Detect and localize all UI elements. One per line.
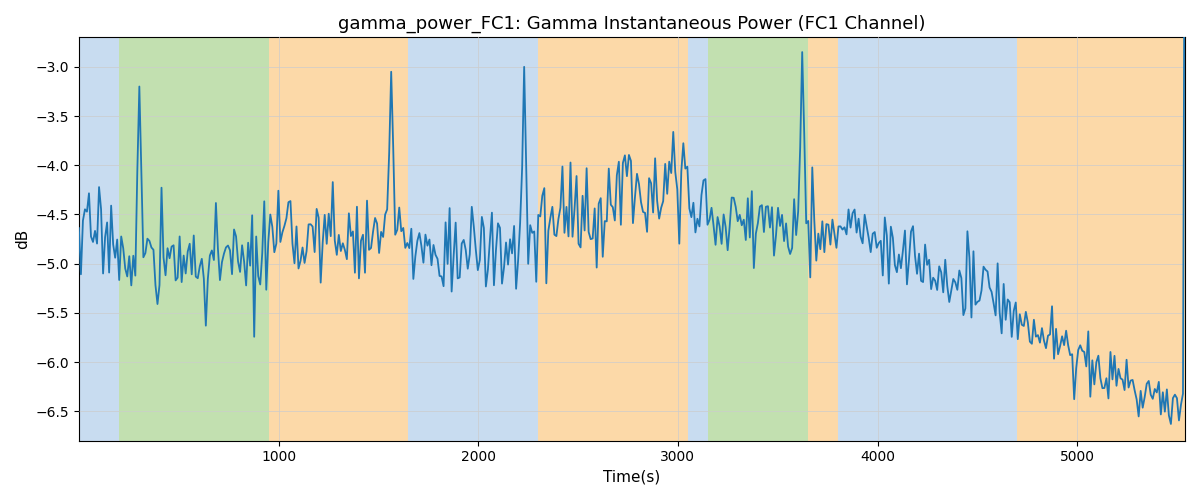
Bar [1018, 38, 1186, 440]
Y-axis label: dB: dB [14, 229, 30, 249]
Bar [79, 38, 119, 440]
Bar [688, 38, 708, 440]
Bar [119, 38, 269, 440]
Bar [808, 38, 838, 440]
Bar [538, 38, 688, 440]
Bar [708, 38, 808, 440]
Bar [269, 38, 408, 440]
X-axis label: Time(s): Time(s) [604, 470, 660, 485]
Bar [408, 38, 538, 440]
Title: gamma_power_FC1: Gamma Instantaneous Power (FC1 Channel): gamma_power_FC1: Gamma Instantaneous Pow… [338, 15, 925, 34]
Bar [838, 38, 1018, 440]
